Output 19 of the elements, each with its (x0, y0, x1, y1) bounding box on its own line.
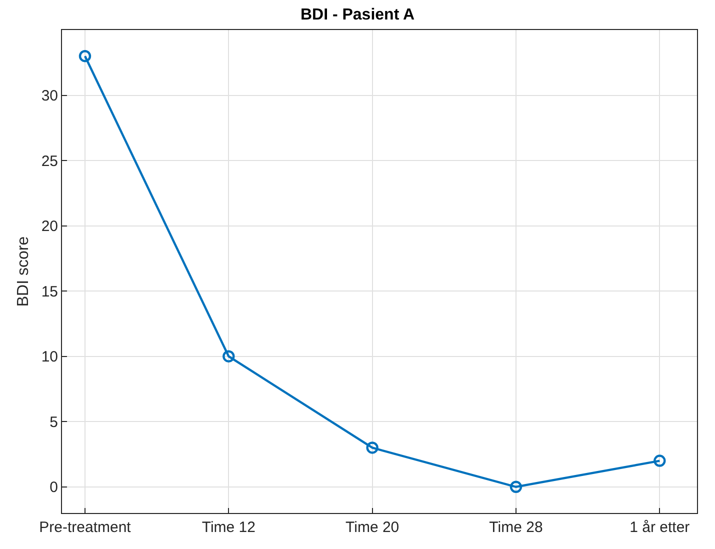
x-tick-label: Time 12 (202, 519, 256, 536)
x-tick-label: Time 20 (346, 519, 400, 536)
y-tick-label: 30 (41, 88, 58, 105)
x-tick-label: Pre-treatment (39, 519, 132, 536)
y-axis-title: BDI score (15, 236, 32, 307)
point (366, 442, 378, 454)
x-tick-label: 1 år etter (630, 519, 690, 536)
point (654, 454, 666, 467)
y-tick-label: 10 (41, 348, 58, 366)
y-tick-label: 15 (41, 283, 58, 300)
x-tick-label: Time 28 (489, 519, 543, 536)
chart-title: BDI - Pasient A (300, 6, 415, 24)
y-tick-label: 20 (41, 218, 58, 236)
y-tick-label: 25 (41, 152, 58, 170)
point (222, 350, 235, 362)
y-tick-label: 5 (50, 414, 58, 431)
point (78, 50, 92, 62)
y-tick-label: 0 (50, 479, 58, 496)
point (510, 480, 522, 493)
